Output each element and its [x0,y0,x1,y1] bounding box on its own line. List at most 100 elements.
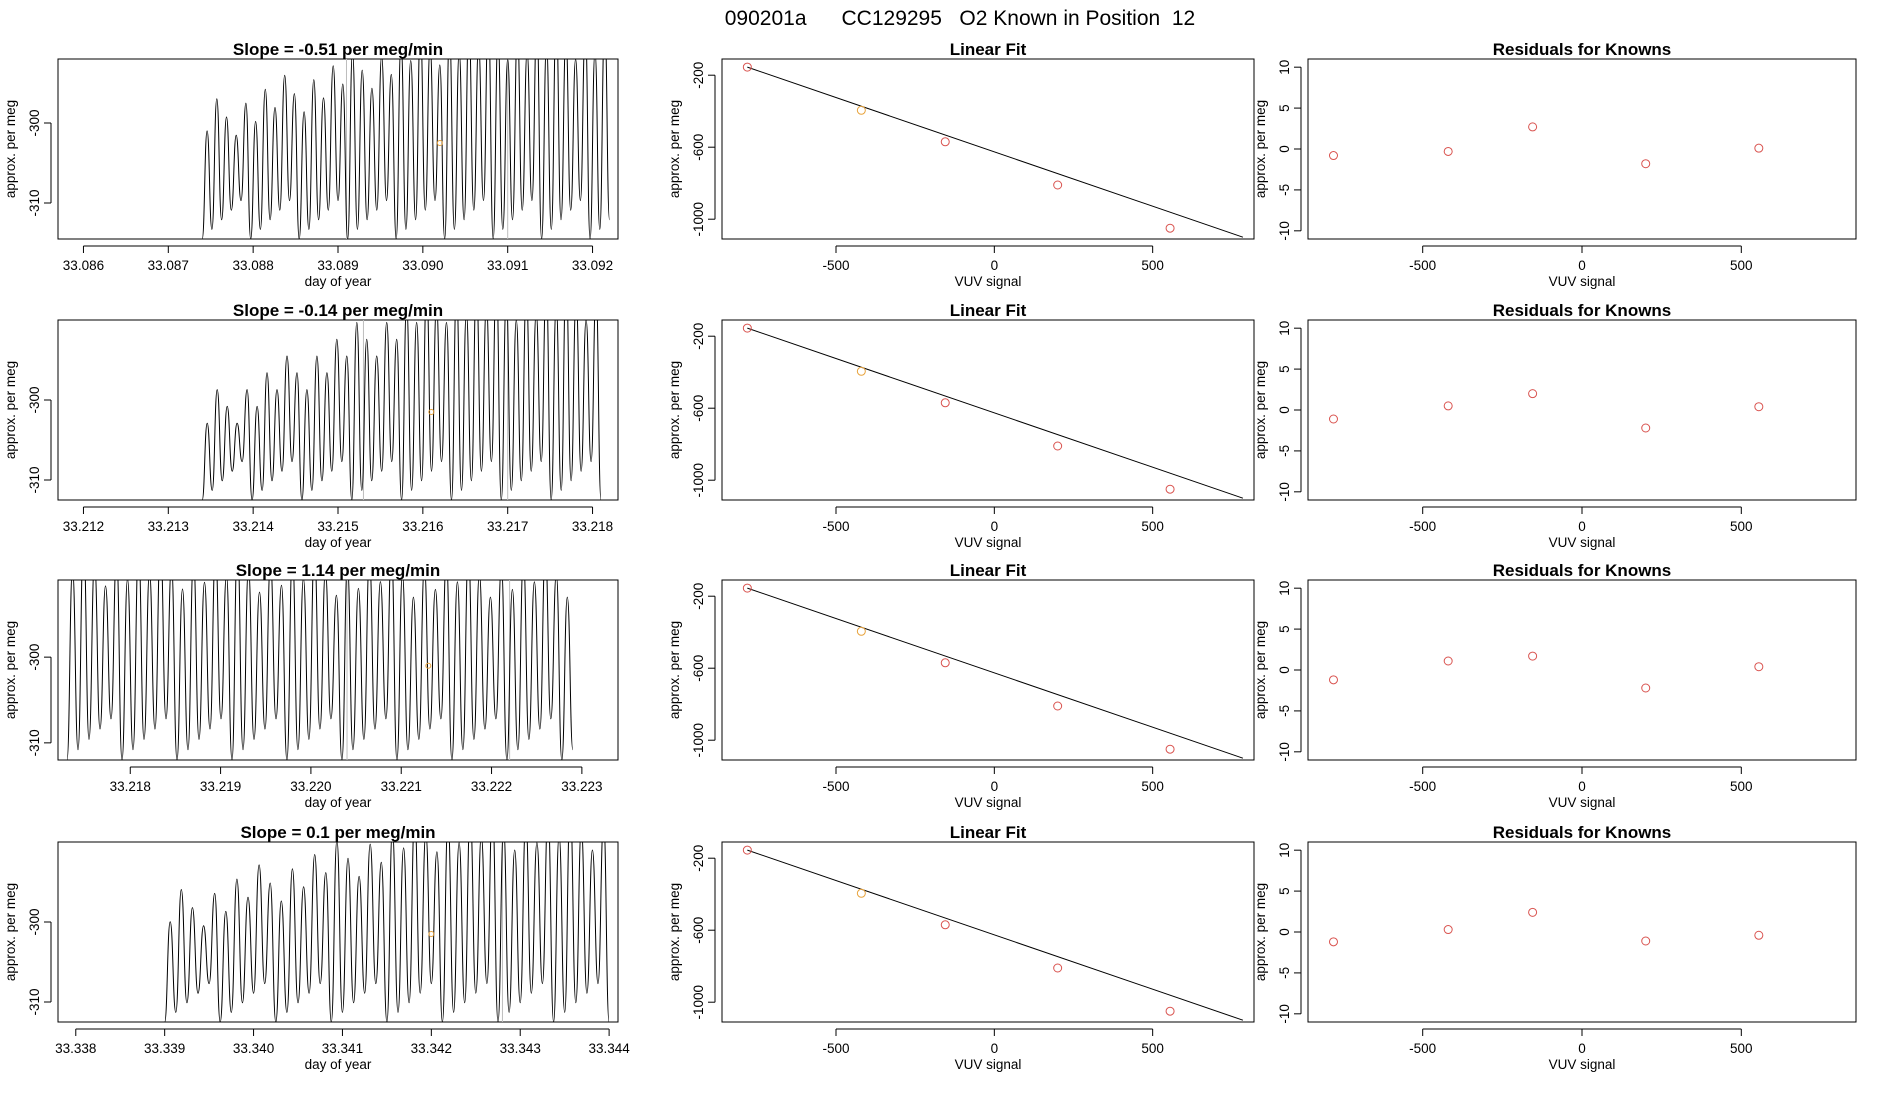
x-tick-label: 33.219 [200,779,241,794]
x-tick-label: 33.220 [290,779,331,794]
series-trace-line [164,842,610,1022]
y-axis-label: approx. per meg [1253,883,1268,981]
y-tick-label: -10 [1277,221,1292,241]
x-tick-label: 33.213 [148,519,189,534]
y-tick-label: -310 [27,189,42,216]
data-point [1165,484,1175,494]
x-tick-label: 0 [1578,779,1586,794]
x-tick-label: 33.339 [144,1041,185,1056]
data-point [742,62,752,72]
plot-data-area [1328,122,1764,169]
x-axis-label: VUV signal [1549,795,1616,810]
data-point [742,845,752,855]
data-point [1053,963,1063,973]
plot-data-area [742,62,1244,238]
panel-linear_fit-row3: Linear Fit -500 0 500 VUV signal -200 -600 -100… [667,823,1255,1072]
data-point [1528,651,1538,661]
y-tick-label: -200 [691,323,706,350]
y-axis-label: approx. per meg [667,621,682,719]
x-tick-label: 33.086 [63,258,104,273]
data-point [1641,423,1651,433]
data-point [940,398,950,408]
fit-line [747,587,1244,759]
data-point [1754,662,1764,672]
plot-frame [1307,579,1857,761]
panel-timeseries-row1: Slope = -0.14 per meg/min 33.212 33.213 33.… [3,301,619,550]
orange-marker-point [436,140,443,146]
data-point [1328,151,1338,161]
x-axis-label: day of year [305,795,372,810]
panel-timeseries-row2: Slope = 1.14 per meg/min 33.218 33.219 33.2… [3,561,619,810]
x-tick-label: 33.091 [487,258,528,273]
x-axis-label: VUV signal [955,274,1022,289]
data-point [1165,744,1175,754]
panel-timeseries-row3: Slope = 0.1 per meg/min 33.338 33.339 33.34… [3,823,630,1072]
y-tick-label: 0 [1277,928,1292,936]
orange-marker-point [428,409,435,415]
y-tick-label: -300 [27,644,42,671]
data-point [1165,223,1175,233]
x-tick-label: 33.222 [471,779,512,794]
data-point [856,626,866,636]
data-point [1641,159,1651,169]
x-tick-label: 500 [1141,519,1164,534]
x-tick-label: 0 [991,779,999,794]
panel-title: Slope = -0.14 per meg/min [233,301,443,320]
x-tick-label: 33.214 [233,519,275,534]
data-point [1754,930,1764,940]
x-tick-label: 33.087 [148,258,189,273]
data-point [1443,146,1453,156]
panel-title: Slope = 1.14 per meg/min [236,561,441,580]
x-tick-label: 0 [1578,258,1586,273]
x-tick-label: 33.338 [55,1041,96,1056]
x-axis-label: VUV signal [1549,1057,1616,1072]
orange-marker-point [428,931,435,937]
y-tick-label: -5 [1277,445,1292,457]
x-tick-label: 33.212 [63,519,104,534]
x-axis-label: day of year [305,274,372,289]
data-point [1528,122,1538,132]
x-tick-label: 500 [1730,258,1753,273]
y-axis-label: approx. per meg [667,361,682,459]
x-axis-label: VUV signal [955,1057,1022,1072]
panel-residuals-row0: Residuals for Knowns -500 0 500 VUV signal 10… [1253,40,1857,289]
data-point [856,888,866,898]
panel-residuals-row3: Residuals for Knowns -500 0 500 VUV signal 10… [1253,823,1857,1072]
series-trace-line [66,580,574,760]
data-point [1528,907,1538,917]
data-point [940,137,950,147]
y-tick-label: -310 [27,729,42,756]
y-tick-label: -1000 [691,985,706,1020]
plot-frame [721,579,1255,761]
x-tick-label: 0 [991,519,999,534]
y-tick-label: -5 [1277,967,1292,979]
y-tick-label: 10 [1277,321,1292,336]
x-tick-label: -500 [1409,519,1436,534]
plot-data-area [742,845,1244,1021]
plot-frame [1307,319,1857,501]
x-tick-label: 500 [1141,779,1164,794]
x-tick-label: 33.342 [411,1041,452,1056]
x-tick-label: 500 [1730,1041,1753,1056]
x-axis-label: day of year [305,1057,372,1072]
y-tick-label: -5 [1277,184,1292,196]
plot-data-area [201,59,610,239]
y-axis-label: approx. per meg [3,883,18,981]
series-trace-line [201,320,602,500]
plot-data-area [742,583,1244,759]
data-point [1165,1006,1175,1016]
data-point [1443,656,1453,666]
x-tick-label: 0 [1578,1041,1586,1056]
panel-title: Residuals for Knowns [1493,561,1672,580]
y-tick-label: 10 [1277,581,1292,596]
panel-residuals-row2: Residuals for Knowns -500 0 500 VUV signal 10… [1253,561,1857,810]
plot-data-area [201,320,602,500]
panel-title: Slope = -0.51 per meg/min [233,40,443,59]
y-tick-label: 5 [1277,887,1292,895]
panel-title: Linear Fit [950,561,1027,580]
y-tick-label: 10 [1277,60,1292,75]
x-tick-label: 33.216 [402,519,443,534]
y-tick-label: -600 [691,655,706,682]
y-tick-label: -600 [691,917,706,944]
